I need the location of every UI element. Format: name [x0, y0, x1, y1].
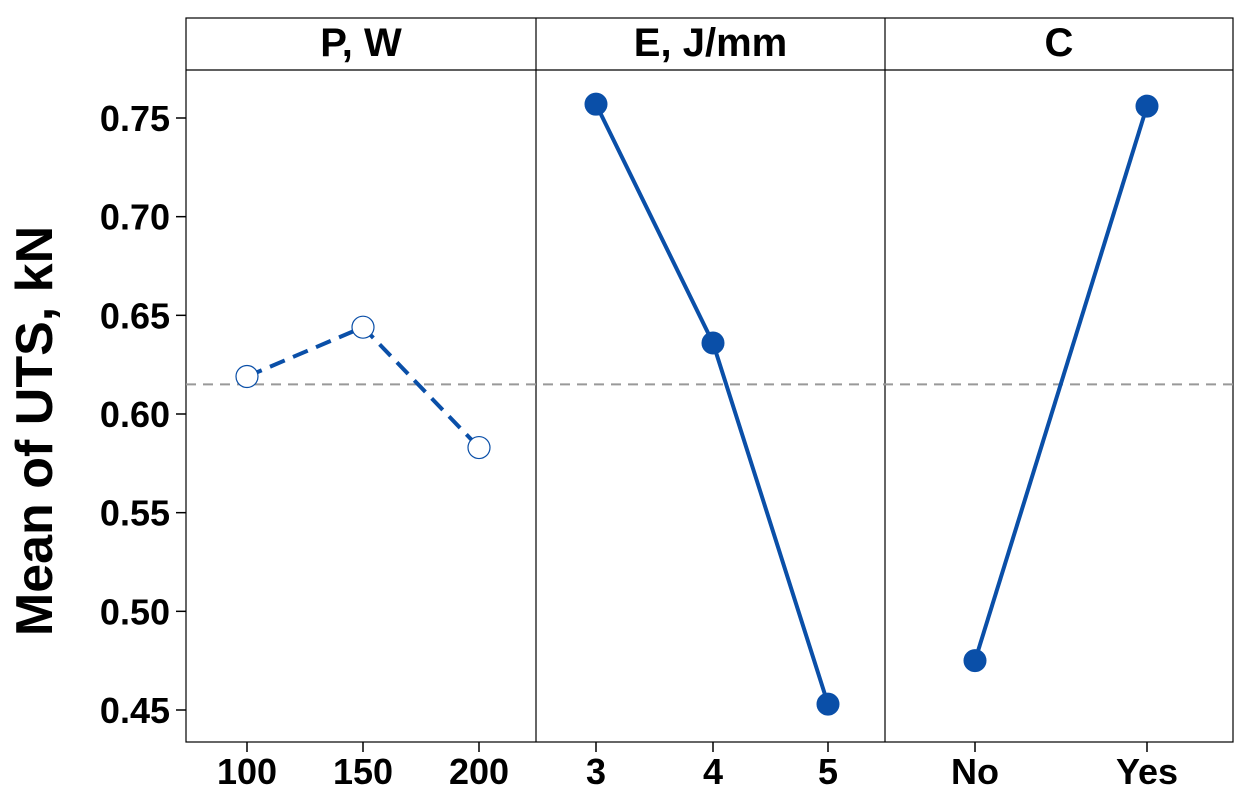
x-tick-label: 3: [586, 751, 606, 792]
series-line: [246, 325, 481, 449]
y-tick-label: 0.45: [100, 690, 170, 731]
data-point: [351, 315, 375, 339]
x-tick-label: 4: [703, 751, 723, 792]
y-tick-label: 0.65: [100, 295, 170, 336]
y-tick-label: 0.50: [100, 591, 170, 632]
data-point: [963, 649, 987, 673]
panel-title: P, W: [320, 21, 402, 65]
y-tick-label: 0.55: [100, 493, 170, 534]
series-line: [594, 103, 830, 705]
x-tick-label: 100: [217, 751, 277, 792]
data-point: [584, 92, 608, 116]
data-point: [816, 692, 840, 716]
data-point: [235, 364, 259, 389]
x-tick-label: 150: [333, 751, 393, 792]
series-line: [973, 105, 1149, 662]
x-tick-label: No: [951, 751, 999, 792]
data-point: [1135, 94, 1159, 118]
y-tick-label: 0.70: [100, 197, 170, 238]
data-point: [701, 331, 725, 355]
x-tick-label: 200: [449, 751, 509, 792]
plot-frame: [185, 17, 1234, 743]
x-tick-label: 5: [818, 751, 838, 792]
y-tick-label: 0.75: [100, 98, 170, 139]
y-axis-label: Mean of UTS, kN: [6, 226, 64, 636]
panel-title: E, J/mm: [634, 21, 787, 65]
y-tick-label: 0.60: [100, 394, 170, 435]
panel-title: C: [1045, 21, 1074, 65]
x-tick-label: Yes: [1116, 751, 1178, 792]
data-point: [467, 435, 491, 460]
